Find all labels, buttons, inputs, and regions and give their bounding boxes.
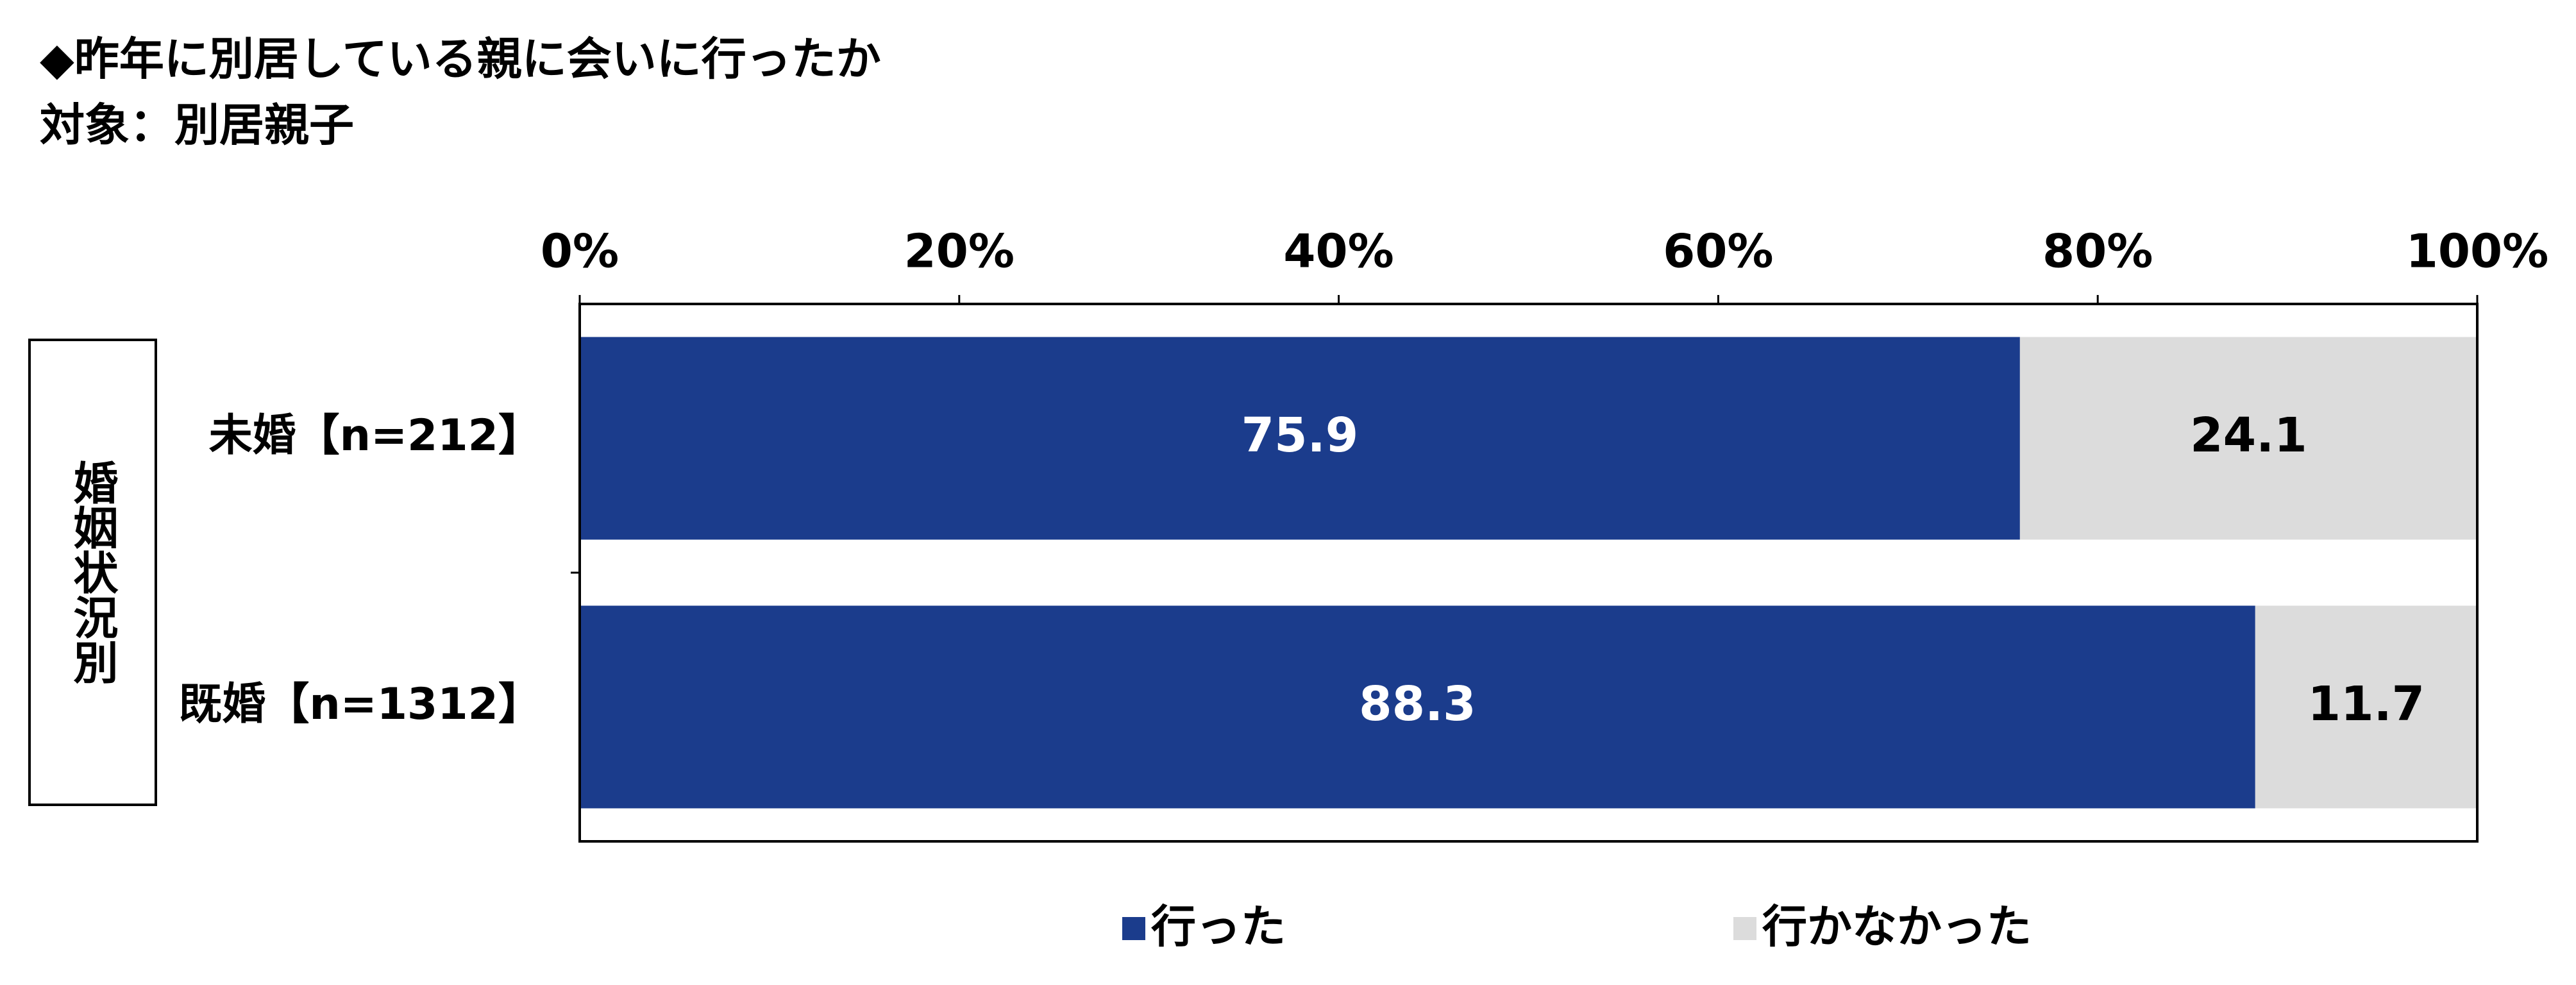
x-tick-label: 40%: [1283, 224, 1393, 278]
bar-segment: [2255, 605, 2477, 809]
chart-subtitle: 対象：別居親子: [40, 99, 354, 151]
chart-title: ◆昨年に別居している親に会いに行ったか: [40, 33, 881, 85]
x-tick-label: 0%: [541, 224, 619, 278]
category-label: 既婚【n=1312】: [178, 679, 542, 730]
bar-segment: [580, 337, 2020, 540]
value-label: 88.3: [1359, 677, 1476, 732]
x-tick-label: 100%: [2406, 224, 2548, 278]
bar-segment: [2019, 337, 2477, 540]
legend-swatch: [1122, 917, 1145, 940]
y-axis-label: 婚姻状況別: [66, 460, 119, 684]
value-label: 24.1: [2190, 408, 2307, 463]
bar-segment: [580, 605, 2255, 809]
category-label: 未婚【n=212】: [209, 410, 542, 461]
legend-label: 行かなかった: [1762, 900, 2032, 953]
y-label-box: [28, 339, 157, 806]
legend-swatch: [1733, 917, 1756, 940]
x-tick-label: 80%: [2042, 224, 2153, 278]
value-label: 11.7: [2308, 677, 2425, 732]
value-label: 75.9: [1242, 408, 1359, 463]
legend-label: 行った: [1151, 900, 1286, 953]
x-tick-label: 20%: [904, 224, 1014, 278]
x-tick-label: 60%: [1663, 224, 1773, 278]
